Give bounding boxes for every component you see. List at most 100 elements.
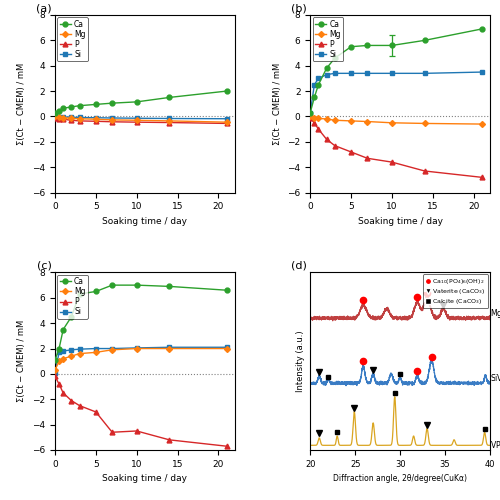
Si — [312, 82, 318, 88]
Line: Si: Si — [308, 70, 484, 115]
Si — [166, 344, 172, 350]
P — [68, 398, 74, 404]
Mg — [312, 114, 318, 120]
Si — [166, 116, 172, 121]
Si — [56, 114, 62, 119]
Mg — [76, 116, 82, 121]
X-axis label: Soaking time / day: Soaking time / day — [358, 217, 442, 226]
P — [76, 118, 82, 124]
Legend: Ca, Mg, P, Si: Ca, Mg, P, Si — [58, 18, 88, 62]
Mg — [68, 116, 74, 121]
Legend: Ca, Mg, P, Si: Ca, Mg, P, Si — [312, 18, 343, 62]
Si — [76, 346, 82, 352]
P — [56, 381, 62, 387]
Ca — [109, 282, 115, 288]
Si — [52, 370, 58, 376]
Mg — [93, 116, 99, 122]
Si — [348, 70, 354, 76]
P — [134, 119, 140, 125]
Line: Ca: Ca — [308, 26, 484, 115]
P — [324, 136, 330, 142]
Line: Mg: Mg — [53, 346, 229, 372]
Ca — [166, 94, 172, 100]
Ca — [166, 284, 172, 290]
Line: Mg: Mg — [53, 114, 229, 124]
P — [93, 118, 99, 124]
Si — [93, 114, 99, 120]
Mg — [56, 358, 62, 364]
Si — [56, 350, 62, 356]
Mg — [93, 350, 99, 356]
Mg — [134, 118, 140, 124]
Ca — [364, 42, 370, 48]
Si — [76, 114, 82, 120]
Si — [52, 114, 58, 119]
Mg — [307, 114, 313, 119]
Mg — [364, 118, 370, 124]
Ca — [316, 82, 322, 88]
Ca — [134, 99, 140, 105]
Text: SiVPC$_8$: SiVPC$_8$ — [490, 372, 500, 385]
P — [60, 390, 66, 396]
Ca — [224, 287, 230, 293]
Mg — [332, 118, 338, 124]
Y-axis label: Intensity (a.u.): Intensity (a.u.) — [296, 330, 304, 392]
P — [109, 119, 115, 125]
P — [364, 156, 370, 162]
P — [389, 159, 395, 165]
Ca — [109, 100, 115, 106]
Ca — [60, 326, 66, 332]
P — [52, 374, 58, 380]
P — [52, 114, 58, 120]
Line: Si: Si — [53, 345, 229, 375]
Mg — [52, 114, 58, 119]
Ca — [348, 44, 354, 50]
Ca — [422, 38, 428, 44]
Line: Ca: Ca — [52, 282, 229, 362]
Text: (b): (b) — [291, 3, 306, 13]
Text: (c): (c) — [36, 260, 52, 270]
Mg — [479, 121, 485, 127]
Mg — [316, 116, 322, 121]
Si — [224, 116, 230, 121]
Ca — [93, 102, 99, 107]
Ca — [76, 291, 82, 297]
Si — [332, 70, 338, 76]
Mg — [224, 346, 230, 352]
P — [224, 443, 230, 449]
Ca — [307, 110, 313, 116]
Si — [324, 72, 330, 78]
X-axis label: Soaking time / day: Soaking time / day — [102, 474, 188, 484]
Mg — [52, 367, 58, 373]
Si — [422, 70, 428, 76]
Ca — [60, 105, 66, 111]
Ca — [312, 94, 318, 100]
Ca — [324, 66, 330, 71]
Si — [109, 115, 115, 121]
Line: P: P — [308, 116, 484, 180]
Text: (d): (d) — [291, 260, 306, 270]
Line: P: P — [52, 116, 229, 126]
Si — [109, 346, 115, 352]
Legend: Ca, Mg, P, Si: Ca, Mg, P, Si — [58, 274, 88, 319]
P — [348, 149, 354, 155]
P — [332, 142, 338, 148]
Si — [307, 110, 313, 116]
P — [93, 409, 99, 415]
Text: MgSiVPC$_{12}$: MgSiVPC$_{12}$ — [490, 307, 500, 320]
Y-axis label: Σ(Ct − CMEM) / mM: Σ(Ct − CMEM) / mM — [272, 62, 281, 145]
Ca — [68, 104, 74, 110]
Mg — [324, 116, 330, 122]
Ca — [134, 282, 140, 288]
P — [134, 428, 140, 434]
P — [109, 429, 115, 435]
Si — [364, 70, 370, 76]
Mg — [166, 118, 172, 124]
P — [56, 116, 62, 121]
Ca — [56, 108, 62, 114]
Si — [134, 345, 140, 351]
Text: VPC$_7$: VPC$_7$ — [490, 439, 500, 452]
Si — [68, 114, 74, 120]
Ca — [479, 26, 485, 32]
Mg — [109, 117, 115, 123]
